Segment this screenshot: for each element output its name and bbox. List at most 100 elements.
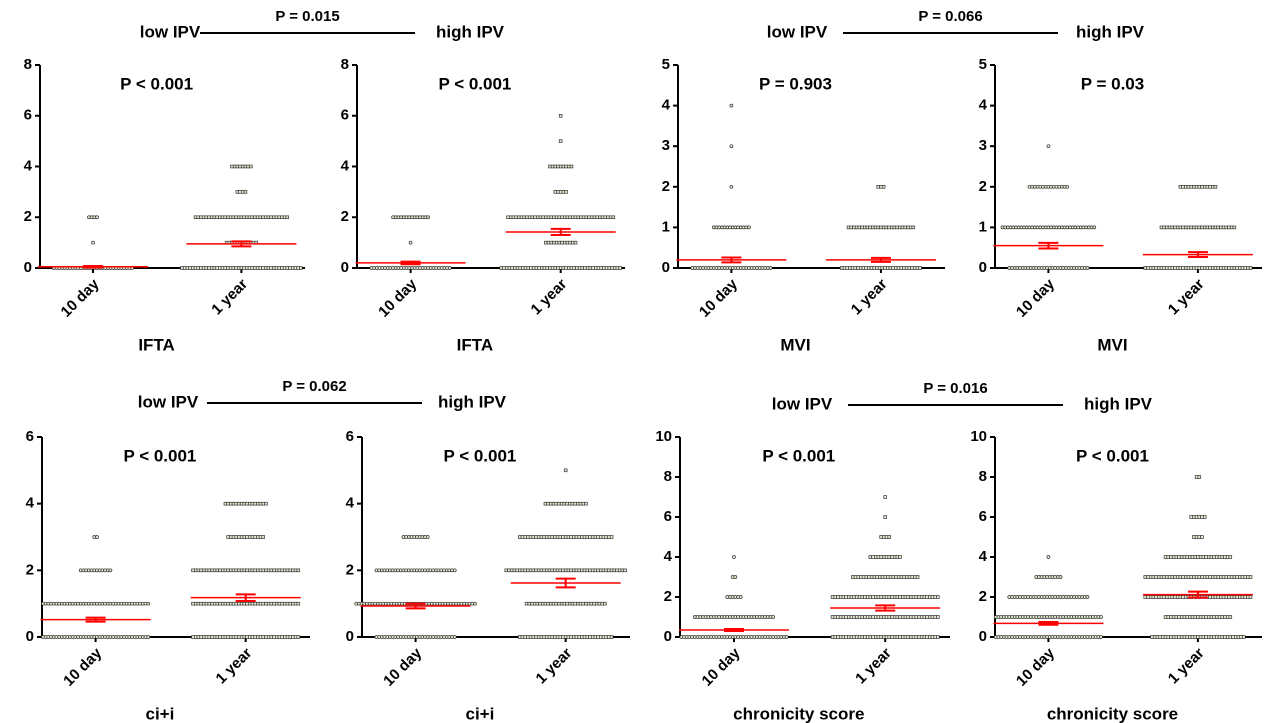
- data-point: [729, 184, 734, 189]
- x-axis-label: MVI: [780, 335, 810, 354]
- data-point: [603, 601, 607, 606]
- data-point: [623, 568, 627, 573]
- sem-bar: [555, 577, 576, 589]
- data-point: [584, 501, 588, 506]
- comparison-p: P = 0.016: [923, 380, 987, 397]
- data-point: [609, 635, 614, 639]
- y-tick-label: 6: [979, 508, 987, 525]
- x-axis-label: MVI: [1097, 335, 1127, 354]
- y-tick-label: 2: [346, 561, 354, 578]
- sem-bar: [1187, 590, 1208, 599]
- data-point: [558, 113, 563, 118]
- x-tick-label: 10 day: [58, 275, 104, 321]
- group-left-label: low IPV: [772, 394, 833, 413]
- x-tick-label: 10 day: [60, 644, 106, 690]
- y-tick-label: 2: [662, 178, 670, 195]
- sem-bar: [83, 264, 103, 269]
- y-tick-label: 0: [341, 259, 349, 276]
- data-point: [1248, 595, 1253, 599]
- y-tick-label: 0: [979, 259, 987, 276]
- group-left-label: low IPV: [138, 392, 199, 411]
- data-point: [771, 615, 776, 619]
- y-tick-label: 2: [26, 561, 34, 578]
- data-point: [261, 535, 265, 539]
- y-tick-label: 8: [664, 468, 672, 485]
- y-tick-label: 5: [979, 56, 987, 73]
- data-point: [609, 535, 614, 539]
- data-point: [447, 266, 452, 270]
- y-tick-label: 2: [341, 208, 349, 225]
- data-point: [1085, 595, 1090, 599]
- sem-bar: [875, 604, 896, 612]
- x-tick-label: 10 day: [1013, 644, 1059, 690]
- x-axis-label: ci+i: [145, 704, 174, 723]
- data-point: [911, 225, 916, 230]
- data-point: [452, 568, 457, 573]
- group-right-label: high IPV: [1084, 394, 1153, 413]
- data-point: [95, 215, 99, 220]
- data-point: [936, 595, 940, 599]
- sem-bar: [235, 593, 256, 602]
- sem-bar: [1038, 621, 1059, 626]
- y-tick-label: 3: [662, 137, 670, 154]
- data-point: [936, 635, 940, 639]
- data-point: [1248, 266, 1253, 270]
- data-point: [299, 266, 303, 270]
- data-point: [1058, 575, 1063, 579]
- annotation: P < 0.001: [1076, 446, 1149, 465]
- group-right-label: high IPV: [1076, 22, 1145, 41]
- x-tick-label: 1 year: [208, 275, 251, 318]
- data-point: [732, 555, 736, 559]
- y-tick-label: 4: [662, 97, 671, 114]
- y-tick-label: 6: [341, 107, 349, 124]
- annotation: P < 0.001: [443, 446, 516, 465]
- y-tick-label: 4: [979, 97, 988, 114]
- data-point: [1099, 635, 1103, 639]
- y-tick-label: 8: [24, 56, 32, 73]
- data-point: [618, 266, 622, 270]
- comparison-p: P = 0.015: [275, 8, 339, 25]
- y-tick-label: 8: [341, 56, 349, 73]
- y-tick-label: 6: [26, 428, 34, 445]
- data-point: [296, 635, 301, 639]
- data-point: [569, 164, 574, 169]
- data-point: [1202, 515, 1207, 519]
- y-tick-label: 0: [979, 628, 987, 645]
- data-point: [1228, 555, 1233, 559]
- x-tick-label: 10 day: [699, 644, 745, 690]
- sem-bar: [1187, 251, 1208, 259]
- y-tick-label: 0: [26, 628, 34, 645]
- data-point: [898, 555, 902, 559]
- y-tick-label: 2: [664, 588, 672, 605]
- data-point: [747, 225, 751, 230]
- data-point: [1046, 555, 1051, 559]
- sem-bar: [1038, 241, 1059, 250]
- data-point: [558, 139, 563, 143]
- data-point: [264, 501, 268, 506]
- x-tick-label: 10 day: [380, 644, 426, 690]
- x-tick-label: 10 day: [696, 275, 742, 321]
- y-tick-label: 1: [979, 218, 987, 235]
- sem-bar: [405, 602, 426, 610]
- data-point: [95, 535, 99, 539]
- y-tick-label: 4: [341, 157, 350, 174]
- x-axis-label: IFTA: [138, 335, 175, 354]
- x-axis-label: IFTA: [457, 335, 494, 354]
- y-tick-label: 6: [664, 508, 672, 525]
- data-point: [108, 568, 113, 573]
- data-point: [738, 595, 743, 599]
- annotation: P = 0.03: [1081, 74, 1145, 93]
- annotation: P < 0.001: [123, 446, 196, 465]
- data-point: [1065, 184, 1070, 189]
- y-tick-label: 0: [662, 259, 670, 276]
- data-point: [936, 615, 940, 619]
- comparison-p: P = 0.062: [282, 378, 346, 395]
- data-point: [564, 190, 568, 194]
- data-point: [887, 535, 891, 539]
- data-point: [563, 468, 568, 473]
- data-point: [296, 568, 301, 573]
- data-point: [146, 635, 151, 639]
- y-tick-label: 6: [24, 107, 32, 124]
- data-point: [91, 240, 95, 245]
